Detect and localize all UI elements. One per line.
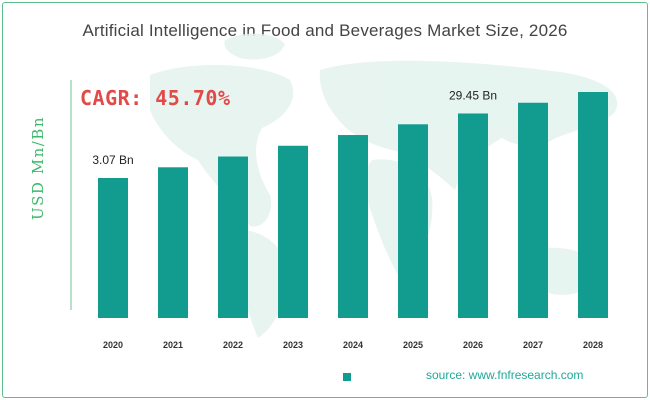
source-text: source: www.fnfresearch.com xyxy=(426,368,584,382)
bar-2024 xyxy=(338,135,368,318)
bar-2020 xyxy=(98,178,128,318)
chart-title: Artificial Intelligence in Food and Beve… xyxy=(82,21,568,40)
x-tick-label: 2023 xyxy=(283,340,303,350)
x-tick-label: 2024 xyxy=(343,340,363,350)
data-label: 29.45 Bn xyxy=(449,88,497,102)
x-tick-label: 2021 xyxy=(163,340,183,350)
legend xyxy=(343,373,357,381)
x-tick-label: 2028 xyxy=(583,340,603,350)
x-tick-label: 2027 xyxy=(523,340,543,350)
bar-2022 xyxy=(218,156,248,318)
x-tick-label: 2020 xyxy=(103,340,123,350)
x-tick-label: 2022 xyxy=(223,340,243,350)
bar-2026 xyxy=(458,113,488,319)
data-label: 3.07 Bn xyxy=(92,153,133,167)
bar-2023 xyxy=(278,145,308,318)
y-axis-line xyxy=(70,80,72,310)
bar-2028 xyxy=(578,92,608,318)
x-tick-label: 2026 xyxy=(463,340,483,350)
x-tick-label: 2025 xyxy=(403,340,423,350)
bar-2021 xyxy=(158,167,188,318)
bar-2027 xyxy=(518,102,548,318)
bar-2025 xyxy=(398,124,428,319)
legend-swatch xyxy=(343,373,351,381)
cagr-label: CAGR: 45.70% xyxy=(80,86,231,110)
